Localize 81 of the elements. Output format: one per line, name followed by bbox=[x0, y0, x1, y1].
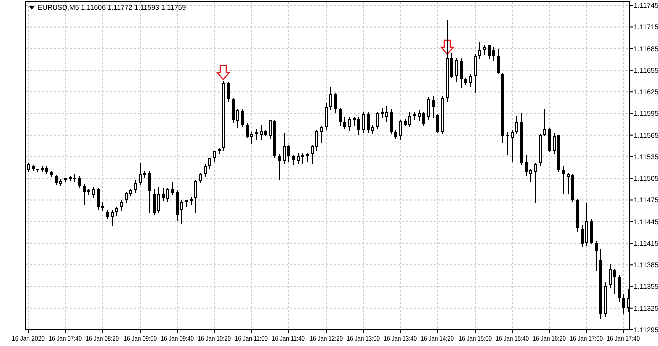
candlestick bbox=[255, 128, 258, 140]
candlestick bbox=[278, 154, 281, 180]
candlestick bbox=[157, 186, 160, 214]
candlestick bbox=[506, 132, 509, 156]
candlestick bbox=[260, 124, 263, 140]
candlestick bbox=[176, 190, 179, 222]
candlestick bbox=[78, 176, 81, 188]
candlestick bbox=[618, 274, 621, 302]
candlestick bbox=[483, 44, 486, 56]
candlestick bbox=[171, 182, 174, 196]
candlestick bbox=[455, 58, 458, 82]
candlestick bbox=[357, 116, 360, 136]
candlestick bbox=[283, 132, 286, 164]
candlestick bbox=[432, 96, 435, 118]
candlestick bbox=[488, 44, 491, 60]
candlestick bbox=[474, 54, 477, 94]
candlestick bbox=[125, 192, 128, 204]
candlestick bbox=[120, 200, 123, 212]
candlestick bbox=[83, 184, 86, 206]
candlestick bbox=[515, 116, 518, 134]
candlestick bbox=[204, 164, 207, 178]
candlestick bbox=[534, 162, 537, 204]
candlestick bbox=[399, 120, 402, 140]
candlestick bbox=[92, 186, 95, 198]
candlestick bbox=[595, 240, 598, 272]
candlestick bbox=[199, 172, 202, 184]
candlestick bbox=[339, 108, 342, 126]
candlestick bbox=[492, 46, 495, 62]
candlestick bbox=[292, 154, 295, 166]
candlestick bbox=[297, 152, 300, 164]
candlestick bbox=[385, 106, 388, 122]
candlestick bbox=[320, 126, 323, 144]
candlestick bbox=[153, 188, 156, 216]
candlestick bbox=[227, 82, 230, 102]
candlestick bbox=[497, 48, 500, 74]
candlestick bbox=[348, 116, 351, 132]
candlestick bbox=[609, 264, 612, 288]
candlestick bbox=[55, 174, 58, 186]
candlestick bbox=[213, 150, 216, 162]
candlestick bbox=[148, 170, 151, 214]
candlestick bbox=[548, 128, 551, 152]
candlestick bbox=[590, 218, 593, 244]
candlestick bbox=[511, 130, 514, 162]
candlestick bbox=[301, 152, 304, 164]
candlestick bbox=[622, 294, 625, 314]
candlestick bbox=[390, 108, 393, 134]
candlestick bbox=[478, 42, 481, 60]
candlestick bbox=[232, 98, 235, 124]
candlestick bbox=[208, 158, 211, 170]
candlestick bbox=[287, 144, 290, 162]
candlestick bbox=[460, 58, 463, 88]
candlestick bbox=[585, 202, 588, 246]
candlestick bbox=[329, 86, 332, 110]
candlestick bbox=[418, 110, 421, 122]
candlestick bbox=[408, 112, 411, 128]
candlestick bbox=[469, 74, 472, 88]
candlestick bbox=[334, 92, 337, 114]
candlestick bbox=[111, 210, 114, 226]
candlestick bbox=[543, 108, 546, 136]
candlestick bbox=[343, 116, 346, 130]
candlestick bbox=[525, 154, 528, 176]
candlestick bbox=[362, 112, 365, 134]
candlestick bbox=[166, 188, 169, 202]
candlestick bbox=[436, 114, 439, 134]
candlestick bbox=[241, 108, 244, 128]
candlestick bbox=[581, 224, 584, 248]
candlestick bbox=[162, 188, 165, 202]
candlestick bbox=[376, 112, 379, 130]
candlestick bbox=[381, 108, 384, 118]
candlestick bbox=[139, 162, 142, 186]
candlestick bbox=[194, 180, 197, 214]
candlestick bbox=[427, 96, 430, 120]
candlestick bbox=[613, 268, 616, 294]
candlestick bbox=[134, 180, 137, 194]
candlestick bbox=[562, 166, 565, 194]
candlestick bbox=[422, 112, 425, 126]
candlestick bbox=[325, 102, 328, 130]
candlestick bbox=[367, 112, 370, 134]
candlestick bbox=[315, 130, 318, 152]
candlestick bbox=[246, 122, 249, 138]
candlestick bbox=[97, 188, 100, 210]
